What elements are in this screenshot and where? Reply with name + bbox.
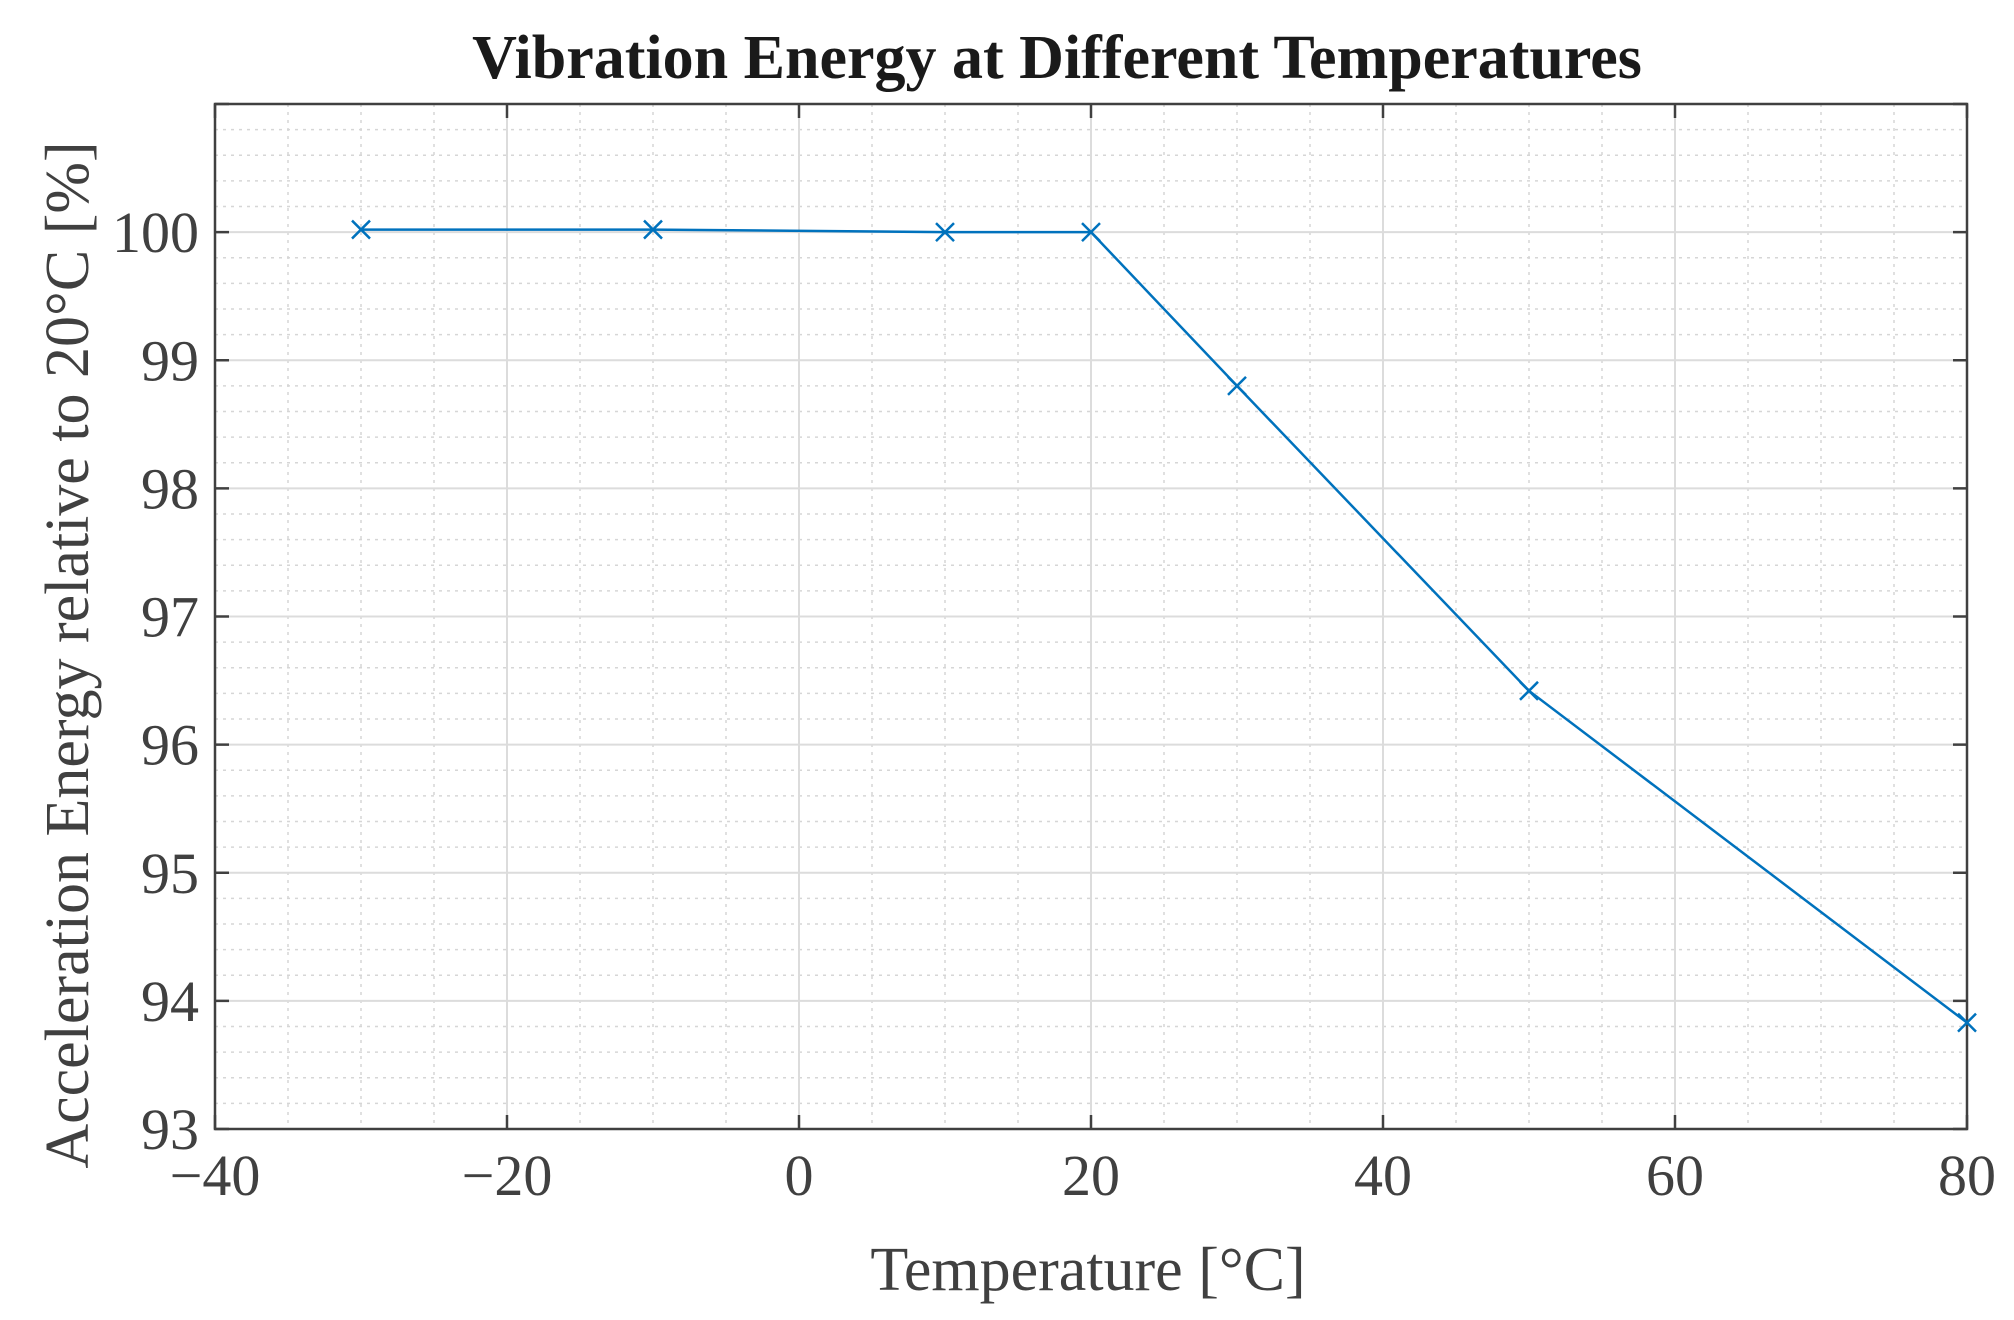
- chart-title: Vibration Energy at Different Temperatur…: [472, 24, 1642, 92]
- y-tick-label: 98: [141, 456, 199, 521]
- x-tick-label: 40: [1354, 1143, 1412, 1208]
- data-point-marker: [1519, 680, 1539, 701]
- data-point-marker: [1227, 375, 1247, 396]
- y-tick-label: 95: [141, 841, 199, 906]
- marker-stroke: [1957, 1012, 1977, 1033]
- axis-ticks: [213, 102, 1969, 1131]
- y-tick-label: 93: [141, 1097, 199, 1162]
- x-tick-label: −40: [170, 1143, 261, 1208]
- x-tick-label: 80: [1938, 1143, 1996, 1208]
- data-point-marker: [935, 222, 955, 243]
- x-tick-label: 60: [1646, 1143, 1704, 1208]
- marker-stroke: [1227, 375, 1247, 396]
- marker-stroke: [643, 219, 663, 240]
- x-tick-label: 20: [1062, 1143, 1120, 1208]
- y-tick-labels: 93 94 95 96 97 98 99 100: [112, 200, 199, 1162]
- x-axis-label: Temperature [°C]: [870, 1236, 1305, 1304]
- data-point-marker: [351, 219, 371, 240]
- y-axis-label: Acceleration Energy relative to 20°C [%]: [34, 141, 102, 1168]
- x-tick-labels: −40 −20 0 20 40 60 80: [170, 1143, 1996, 1208]
- data-point-marker: [643, 219, 663, 240]
- x-tick-label: −20: [462, 1143, 553, 1208]
- y-tick-label: 99: [141, 328, 199, 393]
- marker-stroke: [351, 219, 371, 240]
- data-series: [351, 219, 1977, 1033]
- data-point-marker: [1957, 1012, 1977, 1033]
- y-tick-label: 97: [141, 585, 199, 650]
- y-tick-label: 96: [141, 713, 199, 778]
- marker-stroke: [1519, 680, 1539, 701]
- marker-stroke: [935, 222, 955, 243]
- y-tick-label: 100: [112, 200, 199, 265]
- marker-stroke: [1081, 222, 1101, 243]
- x-tick-label: 0: [785, 1143, 814, 1208]
- data-point-marker: [1081, 222, 1101, 243]
- y-tick-label: 94: [141, 969, 199, 1034]
